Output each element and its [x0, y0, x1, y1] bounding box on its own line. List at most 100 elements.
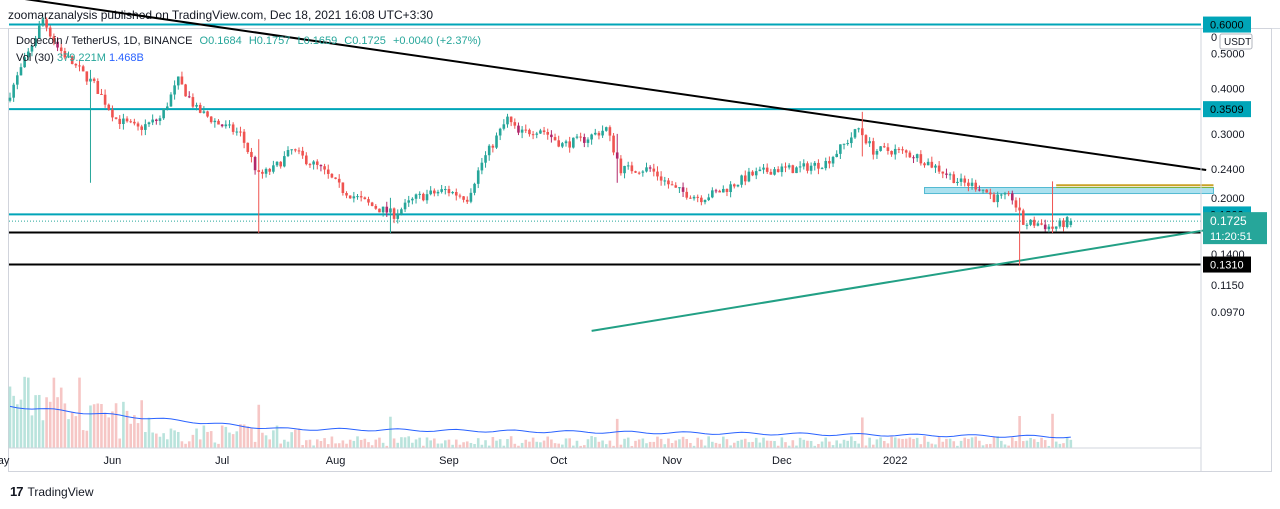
volume-bar	[575, 440, 579, 448]
volume-bar	[348, 439, 352, 448]
candle-body	[974, 182, 978, 190]
candle-body	[583, 136, 586, 143]
time-axis-label: 2022	[883, 455, 907, 467]
candle-body	[114, 117, 118, 119]
candle-body	[476, 170, 480, 184]
candle-body	[934, 165, 937, 168]
candle-body	[374, 205, 378, 209]
candle-body	[700, 197, 703, 203]
volume-bar	[517, 445, 520, 448]
candle-body	[776, 169, 780, 173]
volume-bar	[425, 437, 429, 448]
volume-label[interactable]: Vol (30)	[16, 52, 54, 64]
candle-body	[162, 108, 165, 119]
candle-body	[484, 155, 487, 163]
support-level-tag-label: 0.1310	[1210, 260, 1244, 272]
candle-body	[100, 93, 103, 95]
candle-body	[422, 193, 425, 201]
candle-body	[447, 189, 451, 194]
candle-body	[941, 171, 945, 174]
candle-body	[253, 157, 257, 171]
volume-bar	[1010, 437, 1014, 448]
volume-bar	[458, 444, 462, 448]
candle-body	[879, 146, 882, 151]
resistance-zone[interactable]	[924, 187, 1214, 195]
volume-bar	[937, 436, 941, 448]
currency-badge[interactable]	[1219, 33, 1253, 50]
volume-bar	[784, 442, 787, 448]
candle-body	[743, 175, 747, 182]
volume-bar	[125, 410, 129, 448]
volume-bar	[857, 443, 860, 448]
volume-bar	[275, 425, 279, 448]
candle-body	[985, 189, 988, 193]
candle-body	[1000, 194, 1003, 196]
candle-body	[546, 132, 550, 135]
candle-body	[952, 174, 956, 184]
candle-body	[751, 171, 754, 176]
volume-bar	[729, 445, 732, 448]
tradingview-logo[interactable]: 17 TradingView	[10, 484, 94, 499]
trendline[interactable]	[3, 0, 1207, 172]
volume-bar	[780, 437, 784, 448]
volume-bar	[963, 437, 967, 448]
volume-bar	[945, 438, 948, 448]
price-level-tag-label: 0.3509	[1210, 104, 1244, 116]
candle-body	[1040, 223, 1043, 225]
volume-bar	[345, 443, 348, 448]
volume-bar	[381, 442, 385, 448]
volume-bar	[436, 443, 440, 448]
volume-bar	[978, 440, 981, 448]
volume-bar	[520, 442, 524, 448]
candle-body	[1010, 193, 1014, 201]
volume-bar	[206, 431, 209, 448]
candle-body	[806, 163, 809, 171]
candle-body	[981, 189, 985, 191]
candle-body	[561, 143, 564, 147]
currency-badge-label[interactable]: USDT	[1224, 37, 1251, 48]
candle-body	[462, 196, 465, 200]
candle-body	[118, 118, 122, 125]
volume-bar	[155, 433, 158, 448]
volume-bar	[722, 436, 725, 448]
candle-body	[1021, 210, 1025, 225]
candle-body	[250, 151, 253, 158]
volume-bar	[634, 440, 637, 448]
candle-body	[539, 130, 542, 134]
volume-bar	[743, 438, 747, 448]
candle-body	[458, 195, 462, 197]
candle-body	[389, 208, 392, 213]
volume-bar	[308, 439, 312, 448]
candle-body	[191, 97, 195, 107]
candle-body	[970, 182, 974, 186]
volume-bar	[261, 432, 264, 448]
candle-body	[239, 131, 242, 133]
volume-bar	[1029, 437, 1032, 448]
volume-bar	[107, 417, 111, 448]
candle-body	[623, 165, 626, 174]
volume-bar	[992, 437, 996, 448]
volume-bar	[981, 445, 985, 448]
volume-bar	[751, 441, 754, 448]
candle-body	[535, 133, 539, 135]
volume-bar	[809, 440, 813, 448]
candle-body	[831, 156, 835, 164]
tradingview-icon: 17	[10, 484, 24, 499]
candle-body	[155, 119, 158, 121]
candle-body	[151, 119, 154, 123]
volume-bar	[264, 435, 268, 448]
volume-bar	[81, 430, 85, 448]
candle-body	[1047, 226, 1051, 230]
symbol-name[interactable]: Dogecoin / TetherUS, 1D, BINANCE	[16, 35, 193, 47]
candle-body	[283, 156, 286, 167]
candle-body	[871, 141, 875, 155]
candle-body	[648, 167, 652, 169]
candle-body	[436, 191, 440, 194]
volume-bar	[56, 397, 59, 448]
candle-body	[261, 171, 264, 174]
candle-body	[754, 171, 758, 176]
volume-bar	[451, 444, 454, 448]
trendline[interactable]	[591, 229, 1207, 332]
volume-bar	[747, 442, 751, 448]
